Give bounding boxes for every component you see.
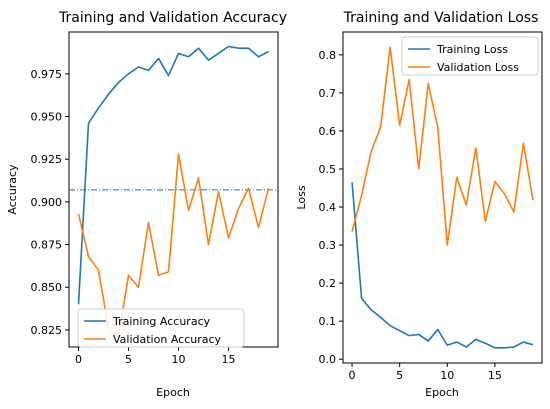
loss-legend-box (401, 36, 539, 76)
loss-y-tick-label: 0.7 (319, 87, 337, 100)
accuracy-marks: 0 5 10 15 0.825 0.850 0.875 0.900 0.925 0.950 0.97… (31, 45, 278, 366)
loss-marks: 0 5 10 15 0.0 0.1 0.2 0.3 0.4 0.5 0.6 0.7 0.8 (319, 46, 534, 382)
accuracy-x-tick-label: 15 (222, 353, 236, 366)
accuracy-x-tick-label: 5 (125, 353, 132, 366)
accuracy-y-tick-label: 0.900 (31, 196, 63, 209)
loss-chart: Training and Validation Loss 0 5 10 15 0.0 0.… (295, 10, 543, 399)
legend-label-validation-loss: Validation Loss (437, 61, 519, 74)
loss-y-tick-label: 0.5 (319, 163, 337, 176)
loss-chart-title: Training and Validation Loss (343, 10, 539, 26)
accuracy-legend: Training Accuracy Validation Accuracy (77, 308, 245, 348)
accuracy-y-tick-label: 0.975 (31, 68, 63, 81)
legend-label-validation-accuracy: Validation Accuracy (113, 333, 222, 346)
loss-x-tick-label: 0 (349, 369, 356, 382)
loss-y-axis-label: Loss (295, 185, 308, 209)
accuracy-y-axis-label: Accuracy (6, 164, 19, 215)
accuracy-x-axis-label: Epoch (156, 386, 190, 399)
loss-plot-area (342, 31, 543, 364)
loss-x-tick-label: 5 (396, 369, 403, 382)
loss-x-tick-label: 15 (488, 369, 502, 382)
series-line-training-loss (351, 182, 534, 349)
legend-label-training-accuracy: Training Accuracy (112, 315, 211, 328)
loss-y-tick-label: 0.0 (319, 353, 337, 366)
accuracy-y-tick-label: 0.950 (31, 111, 63, 124)
accuracy-chart-title: Training and Validation Accuracy (58, 10, 287, 26)
loss-y-tick-label: 0.8 (319, 49, 337, 62)
loss-y-tick-label: 0.2 (319, 277, 337, 290)
loss-legend: Training Loss Validation Loss (401, 36, 539, 76)
accuracy-x-tick-label: 10 (172, 353, 186, 366)
accuracy-x-tick-label: 0 (75, 353, 82, 366)
loss-x-tick-label: 10 (440, 369, 454, 382)
accuracy-chart: Training and Validation Accuracy 0 5 10 150… (6, 10, 287, 399)
accuracy-y-tick-label: 0.825 (31, 324, 63, 337)
series-line-validation-loss (351, 46, 534, 246)
series-line-training-accuracy (77, 45, 269, 305)
loss-y-tick-label: 0.3 (319, 239, 337, 252)
accuracy-y-tick-label: 0.850 (31, 281, 63, 294)
accuracy-y-tick-label: 0.925 (31, 153, 63, 166)
accuracy-y-tick-label: 0.875 (31, 239, 63, 252)
legend-label-training-loss: Training Loss (436, 43, 508, 56)
loss-series-group (351, 46, 534, 349)
loss-y-tick-label: 0.6 (319, 125, 337, 138)
loss-y-tick-label: 0.4 (319, 201, 337, 214)
loss-x-axis-label: Epoch (425, 386, 459, 399)
loss-y-tick-label: 0.1 (319, 315, 337, 328)
accuracy-legend-box (77, 308, 245, 348)
